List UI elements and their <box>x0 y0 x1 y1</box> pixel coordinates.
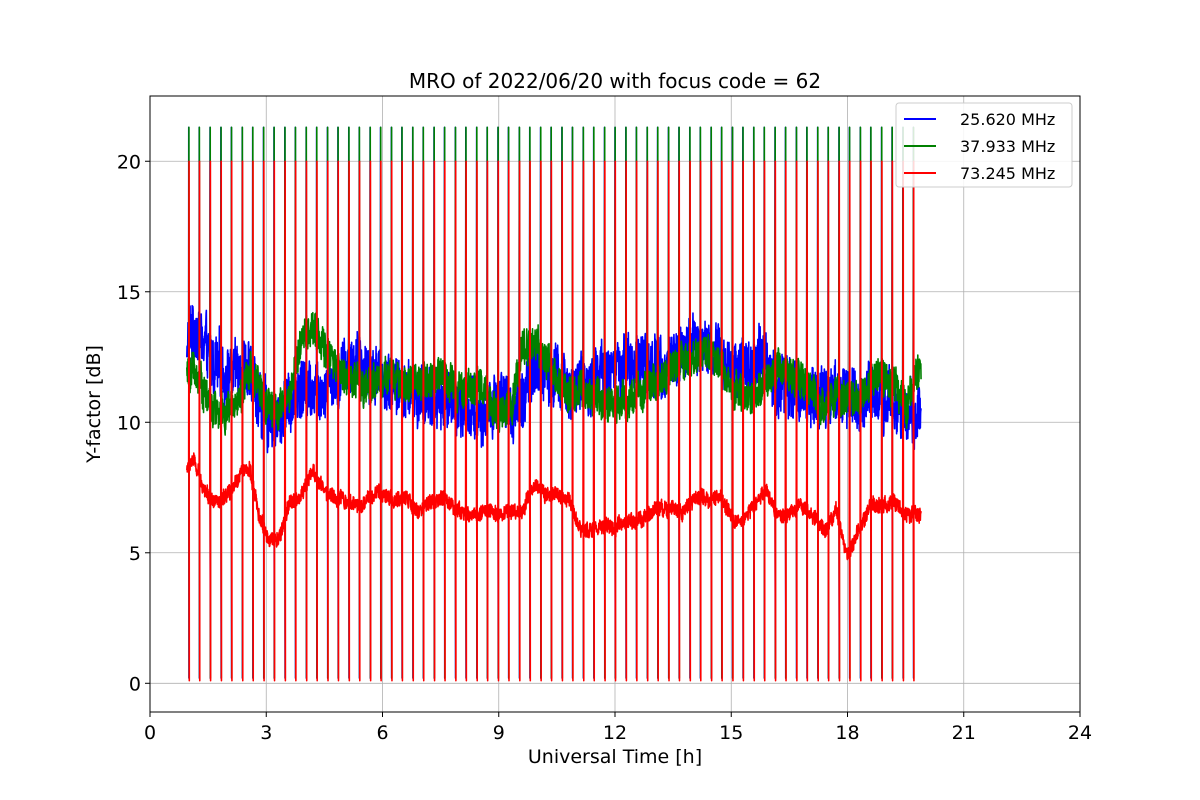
x-tick-label: 6 <box>376 722 388 744</box>
x-tick-label: 24 <box>1068 722 1092 744</box>
x-tick-label: 18 <box>835 722 859 744</box>
x-tick-label: 12 <box>603 722 627 744</box>
y-tick-label: 15 <box>117 282 141 304</box>
legend-label: 37.933 MHz <box>960 137 1055 156</box>
chart-title: MRO of 2022/06/20 with focus code = 62 <box>409 69 821 93</box>
y-axis-title: Y-factor [dB] <box>83 345 105 464</box>
x-tick-label: 21 <box>952 722 976 744</box>
x-tick-label: 0 <box>144 722 156 744</box>
series-line <box>186 126 922 679</box>
x-tick-label: 3 <box>260 722 272 744</box>
plot-lines <box>186 126 922 682</box>
axis-ticks: 0 3 6 9 12 15 18 21 24 0 5 10 15 20 <box>117 151 1092 744</box>
plot-frame <box>149 95 1081 713</box>
y-tick-label: 10 <box>117 412 141 434</box>
series-line <box>186 160 922 682</box>
legend-box <box>895 102 1073 188</box>
series-line <box>186 126 922 679</box>
legend-label: 25.620 MHz <box>960 110 1055 129</box>
x-tick-label: 9 <box>493 722 505 744</box>
x-tick-label: 15 <box>719 722 743 744</box>
y-tick-label: 20 <box>117 151 141 173</box>
legend: 25.620 MHz 37.933 MHz 73.245 MHz <box>895 102 1073 188</box>
y-tick-label: 5 <box>129 543 141 565</box>
y-tick-label: 0 <box>129 673 141 695</box>
x-axis-title: Universal Time [h] <box>528 746 702 768</box>
legend-label: 73.245 MHz <box>960 164 1055 183</box>
